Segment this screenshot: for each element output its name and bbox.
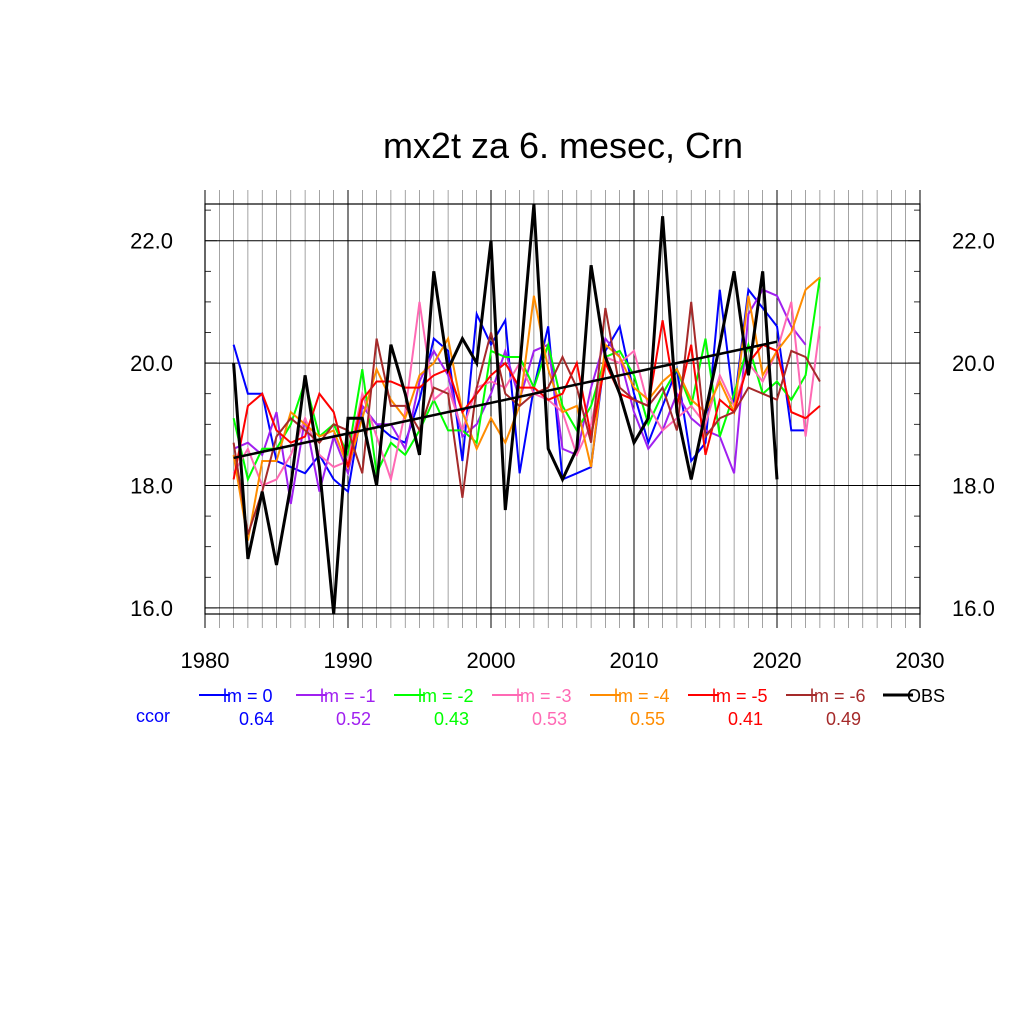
y-tick-labels: 16.0 16.0 18.0 18.0 20.0 20.0 22.0 22.0 xyxy=(130,229,995,621)
y-tick-label-left: 18.0 xyxy=(130,473,173,498)
x-tick-label: 1990 xyxy=(324,648,373,673)
legend-label-2: lm = -2 xyxy=(418,686,474,706)
x-tick-label: 2000 xyxy=(467,648,516,673)
grid-layer xyxy=(204,190,921,628)
series-line-5 xyxy=(232,320,821,480)
ccor-value-1: 0.52 xyxy=(336,709,371,729)
y-tick-label-right: 16.0 xyxy=(952,596,995,621)
x-tick-labels: 1980 1990 2000 2010 2020 2030 xyxy=(181,648,945,673)
legend-label-5: lm = -5 xyxy=(712,686,768,706)
legend: lm = 0 0.64 lm = -1 0.52 lm = -2 0.43 lm = -3 0… xyxy=(136,686,945,729)
legend-label-0: lm = 0 xyxy=(223,686,273,706)
legend-label-3: lm = -3 xyxy=(516,686,572,706)
ccor-value-3: 0.53 xyxy=(532,709,567,729)
y-tick-label-left: 20.0 xyxy=(130,351,173,376)
ccor-value-4: 0.55 xyxy=(630,709,665,729)
series-line-3 xyxy=(232,301,821,487)
y-tick-label-left: 22.0 xyxy=(130,229,173,254)
trend-line xyxy=(233,340,778,460)
chart-title: mx2t za 6. mesec, Crn xyxy=(383,125,743,166)
x-tick-label: 2010 xyxy=(610,648,659,673)
y-tick-label-left: 16.0 xyxy=(130,596,173,621)
ccor-value-0: 0.64 xyxy=(239,709,274,729)
legend-label-6: lm = -6 xyxy=(810,686,866,706)
y-tick-label-right: 22.0 xyxy=(952,229,995,254)
tick-layer xyxy=(205,209,920,609)
ccor-value-5: 0.41 xyxy=(728,709,763,729)
x-tick-label: 2020 xyxy=(753,648,802,673)
series-line-6 xyxy=(232,301,821,535)
legend-label-7: OBS xyxy=(907,686,945,706)
ccor-value-2: 0.43 xyxy=(434,709,469,729)
legend-label-4: lm = -4 xyxy=(614,686,670,706)
y-tick-label-right: 18.0 xyxy=(952,473,995,498)
series-line-7 xyxy=(232,203,779,615)
ccor-value-6: 0.49 xyxy=(826,709,861,729)
x-tick-label: 2030 xyxy=(896,648,945,673)
plot-frame xyxy=(204,203,921,615)
ccor-label: ccor xyxy=(136,706,170,726)
series-layer xyxy=(232,203,821,615)
legend-label-1: lm = -1 xyxy=(320,686,376,706)
x-tick-label: 1980 xyxy=(181,648,230,673)
series-line-4 xyxy=(232,276,821,541)
y-tick-label-right: 20.0 xyxy=(952,351,995,376)
